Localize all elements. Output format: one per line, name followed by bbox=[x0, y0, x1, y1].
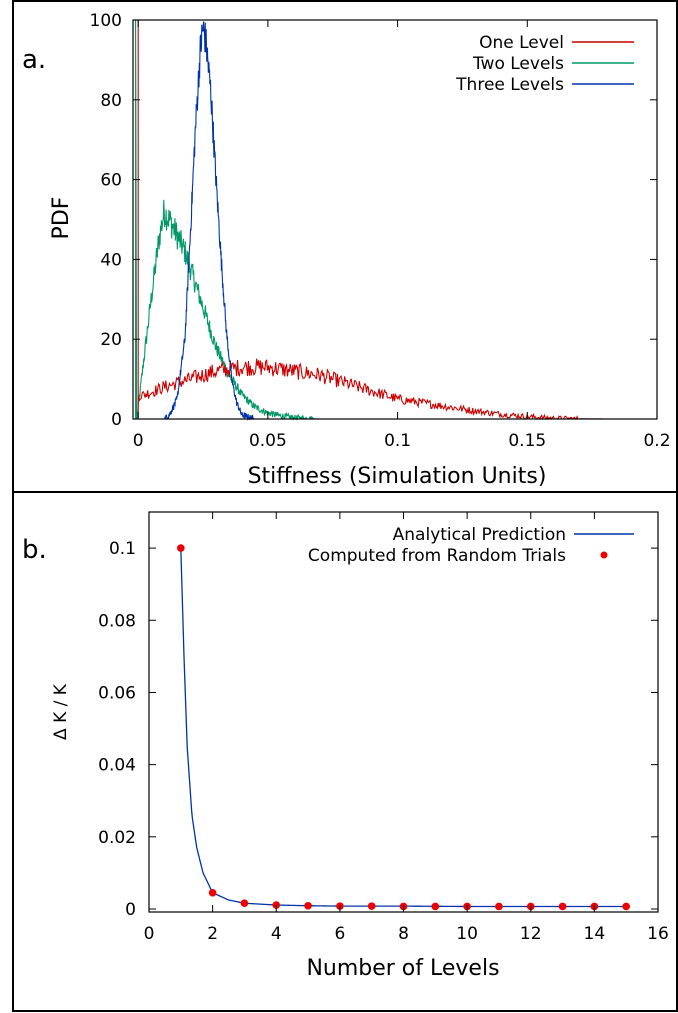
legend-entry-random-trials: Computed from Random Trials bbox=[308, 546, 566, 566]
x-tick-label: 12 bbox=[520, 924, 542, 944]
y-tick-label: 80 bbox=[100, 91, 122, 111]
panel-a-plot-area bbox=[135, 19, 605, 421]
x-tick-label: 10 bbox=[456, 924, 478, 944]
y-tick-label: 0.02 bbox=[98, 828, 136, 848]
data-point bbox=[240, 899, 249, 908]
x-tick-label: 14 bbox=[584, 924, 606, 944]
y-tick-label: 20 bbox=[100, 330, 122, 350]
data-point bbox=[495, 902, 503, 911]
x-tick-label: 0.15 bbox=[508, 431, 546, 451]
panel-b-label: b. bbox=[22, 535, 47, 565]
data-point bbox=[558, 902, 567, 911]
x-tick-label: 16 bbox=[647, 924, 669, 944]
data-point bbox=[177, 544, 185, 552]
legend-marker-random-trials bbox=[600, 551, 608, 559]
x-tick-label: 0 bbox=[144, 924, 155, 944]
panel-b-border bbox=[12, 491, 678, 1012]
legend-entry-analytical: Analytical Prediction bbox=[393, 525, 566, 545]
panel-b-ylabel: Δ K / K bbox=[51, 683, 71, 740]
x-tick-label: 0.05 bbox=[249, 431, 287, 451]
y-tick-label: 0 bbox=[125, 900, 136, 920]
y-tick-label: 0.04 bbox=[98, 756, 136, 776]
data-point bbox=[208, 888, 217, 897]
data-point bbox=[367, 902, 376, 910]
panel-b-plot-area bbox=[177, 544, 630, 911]
y-tick-label: 0.06 bbox=[98, 683, 136, 703]
x-tick-label: 8 bbox=[398, 924, 409, 944]
x-tick-label: 6 bbox=[334, 924, 345, 944]
x-tick-label: 0.2 bbox=[643, 431, 670, 451]
data-point bbox=[431, 902, 440, 911]
panel-a-frame bbox=[132, 19, 658, 420]
panel-b-xlabel: Number of Levels bbox=[306, 956, 499, 981]
y-tick-label: 100 bbox=[90, 11, 122, 31]
x-tick-label: 0.1 bbox=[384, 431, 411, 451]
y-tick-label: 0.1 bbox=[109, 539, 136, 559]
series-line-three-levels bbox=[164, 21, 255, 421]
x-tick-label: 2 bbox=[207, 924, 218, 944]
legend-entry-two-levels: Two Levels bbox=[472, 54, 564, 74]
legend-entry-one-level: One Level bbox=[479, 33, 564, 53]
panel-a-ticks: 0 0.05 0.1 0.15 0.2 0 20 40 60 80 100 bbox=[90, 11, 671, 451]
panel-b: b. 0 2 4 6 8 10 12 14 16 0 0.02 0.04 0.06 0.08 0.1 Δ K… bbox=[22, 511, 669, 981]
x-tick-label: 0 bbox=[133, 431, 144, 451]
panel-b-ticks: 0 2 4 6 8 10 12 14 16 0 0.02 0.04 0.06 0.08 0.1 bbox=[98, 512, 669, 944]
panel-a-legend: One Level Two Levels Three Levels bbox=[455, 33, 634, 95]
y-tick-label: 40 bbox=[100, 250, 122, 270]
x-tick-label: 4 bbox=[271, 924, 282, 944]
data-point bbox=[622, 902, 630, 911]
y-tick-label: 0.08 bbox=[98, 611, 136, 631]
y-tick-label: 60 bbox=[100, 171, 122, 191]
legend-entry-three-levels: Three Levels bbox=[455, 75, 564, 95]
data-point bbox=[304, 901, 312, 910]
panel-a-xlabel: Stiffness (Simulation Units) bbox=[248, 464, 547, 489]
panel-a-label: a. bbox=[22, 45, 46, 75]
panel-b-legend: Analytical Prediction Computed from Rand… bbox=[308, 525, 634, 566]
panel-b-frame bbox=[148, 511, 659, 913]
panel-a-ylabel: PDF bbox=[49, 197, 74, 240]
series-line-two-levels bbox=[135, 19, 320, 421]
panel-a: a. 0 0.05 0.1 0.15 0.2 0 20 40 60 80 100 PDF Stiff… bbox=[22, 11, 671, 489]
series-line-one-level bbox=[137, 20, 605, 421]
y-tick-label: 0 bbox=[111, 410, 122, 430]
series-line-analytical-prediction bbox=[180, 548, 627, 908]
